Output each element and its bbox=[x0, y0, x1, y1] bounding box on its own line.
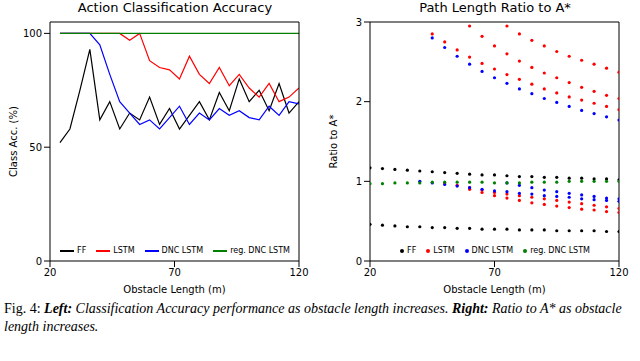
html-text:FF: FF bbox=[407, 246, 417, 255]
svg-text:100: 100 bbox=[23, 28, 42, 39]
svg-text:50: 50 bbox=[29, 142, 42, 153]
html-text:LSTM: LSTM bbox=[433, 246, 455, 255]
html-text:FF: FF bbox=[77, 246, 87, 255]
html-text:LSTM: LSTM bbox=[113, 246, 135, 255]
svg-text:20: 20 bbox=[364, 267, 377, 278]
svg-text:0: 0 bbox=[36, 256, 42, 267]
html-text:Fig. 4: Left: Classification A: Fig. 4: Left: Classification Accuracy pe… bbox=[4, 301, 622, 334]
svg-text:Obstacle Length (m): Obstacle Length (m) bbox=[123, 284, 225, 295]
svg-text:Obstacle Length (m): Obstacle Length (m) bbox=[443, 284, 545, 295]
svg-text:0: 0 bbox=[356, 256, 362, 267]
svg-text:2: 2 bbox=[356, 96, 362, 107]
svg-text:Class Acc. (%): Class Acc. (%) bbox=[8, 106, 19, 177]
svg-text:Ratio to A*: Ratio to A* bbox=[328, 115, 339, 169]
svg-text:20: 20 bbox=[44, 267, 57, 278]
html-text:reg. DNC LSTM: reg. DNC LSTM bbox=[230, 246, 290, 255]
html-text:reg. DNC LSTM: reg. DNC LSTM bbox=[530, 246, 590, 255]
svg-text:1: 1 bbox=[356, 176, 362, 187]
svg-text:3: 3 bbox=[356, 17, 362, 28]
html-text:DNC LSTM: DNC LSTM bbox=[161, 246, 204, 255]
html-text:DNC LSTM: DNC LSTM bbox=[471, 246, 514, 255]
svg-text:70: 70 bbox=[168, 267, 181, 278]
svg-text:70: 70 bbox=[488, 267, 501, 278]
html-text:Path Length Ratio to A*: Path Length Ratio to A* bbox=[419, 0, 571, 15]
svg-text:120: 120 bbox=[609, 267, 628, 278]
html-text:Action Classification Accuracy: Action Classification Accuracy bbox=[77, 0, 273, 15]
svg-text:120: 120 bbox=[289, 267, 308, 278]
